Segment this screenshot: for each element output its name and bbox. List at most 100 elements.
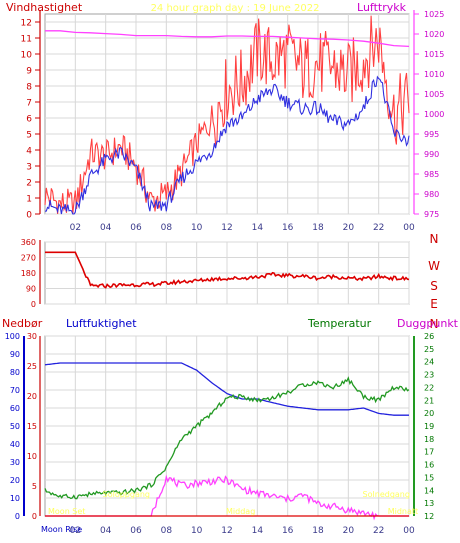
panel3-annotation-sunset: Solnedgang — [363, 490, 410, 499]
panel1-y-left-tick: 5 — [26, 131, 32, 141]
panel3-label-precip: Nedbør — [2, 317, 43, 330]
panel1-x-tick: 12 — [221, 223, 232, 233]
panel1-wind-gust-series — [44, 15, 410, 215]
panel1-y-right-tick: 980 — [424, 190, 439, 199]
panel3-x-tick: 12 — [221, 526, 232, 536]
panel3-y-left-tick: 40 — [10, 440, 20, 449]
panel1-x-tick: 08 — [161, 223, 173, 233]
panel1-y-right-tick: 1005 — [424, 90, 444, 99]
panel3-y-mid-tick: 10 — [27, 452, 37, 461]
panel3-y-left-tick: 90 — [10, 350, 20, 359]
panel1-y-right-tick: 1020 — [424, 30, 444, 39]
panel1-left-label: Vindhastighet — [6, 1, 83, 14]
panel1-x-tick: 02 — [70, 223, 81, 233]
panel3-x-tick: 10 — [191, 526, 203, 536]
panel3-label-temperature: Temperatur — [307, 317, 372, 330]
panel3-y-right-tick: 24 — [424, 358, 434, 367]
panel1-wind-average-series — [44, 75, 410, 215]
panel2-compass-label: N — [430, 317, 439, 331]
panel3-annotation-moonrise: Moon Rise — [41, 525, 82, 534]
panel2-compass-label: W — [428, 259, 440, 273]
panel2-y-tick: 90 — [26, 285, 36, 294]
panel1-x-tick: 06 — [130, 223, 142, 233]
panel3-y-left-tick: 60 — [10, 404, 20, 413]
panel3-annotation-noon: Middag — [226, 507, 255, 516]
panel3-annotation-moonset: Moon Set — [48, 507, 85, 516]
panel3-y-right-tick: 16 — [424, 461, 434, 470]
panel2-wind-direction-series — [45, 251, 410, 289]
panel1-y-left-tick: 8 — [26, 83, 32, 93]
panel3-y-left-tick: 20 — [10, 476, 20, 485]
panel1-x-tick: 16 — [282, 223, 294, 233]
panel1-x-tick: 14 — [252, 223, 264, 233]
panel3-x-tick: 18 — [312, 526, 324, 536]
panel3-x-tick: 22 — [373, 526, 384, 536]
panel3-x-tick: 04 — [100, 526, 112, 536]
panel1-x-tick: 00 — [403, 223, 415, 233]
panel3-y-right-tick: 22 — [424, 383, 434, 392]
panel3-y-mid-tick: 25 — [27, 362, 37, 371]
panel3-y-right-tick: 21 — [424, 396, 434, 405]
panel1-y-right-tick: 975 — [424, 210, 439, 219]
panel3-y-right-tick: 19 — [424, 422, 434, 431]
panel1-x-tick: 20 — [343, 223, 355, 233]
panel3-y-right-tick: 18 — [424, 435, 434, 444]
panel1-x-tick: 22 — [373, 223, 384, 233]
panel1-y-left-tick: 10 — [21, 51, 33, 61]
panel3-y-right-tick: 15 — [424, 473, 434, 482]
panel3-y-left-tick: 70 — [10, 386, 20, 395]
panel1-pressure-series — [45, 30, 410, 48]
panel3-label-humidity: Luftfuktighet — [66, 317, 137, 330]
panel3-y-right-tick: 23 — [424, 371, 434, 380]
panel3-x-tick: 02 — [70, 526, 81, 536]
panel1-x-tick: 10 — [191, 223, 203, 233]
panel3-series-humidity — [44, 362, 409, 416]
panel3-y-mid-tick: 5 — [32, 482, 37, 491]
panel3-x-tick: 06 — [130, 526, 142, 536]
panel1-y-left-tick: 1 — [26, 195, 32, 205]
panel3-y-left-tick: 50 — [10, 422, 20, 431]
panel3-y-left-tick: 80 — [10, 368, 20, 377]
panel1-y-right-tick: 995 — [424, 130, 439, 139]
panel1-y-right-tick: 1000 — [424, 110, 444, 119]
panel3-x-tick: 08 — [161, 526, 173, 536]
panel3-x-tick: 00 — [403, 526, 415, 536]
panel3-x-tick: 20 — [343, 526, 355, 536]
panel3-y-right-tick: 12 — [424, 512, 434, 521]
panel3-y-right-tick: 20 — [424, 409, 434, 418]
panel1-y-left-tick: 3 — [26, 163, 32, 173]
panel2-compass-label: E — [430, 297, 438, 311]
panel3-humidity-temperature: 0102030405060708090100051015202530121314… — [5, 332, 434, 536]
panel1-y-right-tick: 1025 — [424, 10, 444, 19]
panel1-y-right-tick: 990 — [424, 150, 439, 159]
panel1-y-right-tick: 1015 — [424, 50, 444, 59]
panel3-y-left-tick: 0 — [15, 512, 20, 521]
panel2-y-tick: 0 — [31, 300, 36, 309]
panel3-label-dewpoint: Duggpunkt — [397, 317, 459, 330]
panel1-right-label: Lufttrykk — [357, 1, 407, 14]
panel2-y-tick: 180 — [21, 269, 36, 278]
panel1-y-left-tick: 12 — [21, 19, 32, 29]
panel3-y-mid-tick: 15 — [27, 422, 37, 431]
panel2-y-tick: 360 — [21, 238, 36, 247]
panel3-y-right-tick: 25 — [424, 345, 434, 354]
panel1-title: 24 hour graph day : 19 June 2022 — [151, 3, 320, 14]
panel1-y-left-tick: 0 — [26, 211, 32, 221]
panel3-y-mid-tick: 20 — [27, 392, 37, 401]
panel1-x-tick: 18 — [312, 223, 324, 233]
panel3-y-left-tick: 10 — [10, 494, 20, 503]
panel1-wind-pressure: 0123456789101112975980985990995100010051… — [21, 10, 444, 233]
panel1-y-left-tick: 2 — [26, 179, 32, 189]
panel3-y-right-tick: 17 — [424, 448, 434, 457]
panel3-x-tick: 16 — [282, 526, 294, 536]
panel1-y-left-tick: 11 — [21, 35, 32, 45]
panel1-y-left-tick: 4 — [26, 147, 32, 157]
panel3-y-right-tick: 13 — [424, 499, 434, 508]
panel3-y-mid-tick: 30 — [27, 332, 37, 341]
panel1-y-left-tick: 6 — [26, 115, 32, 125]
panel3-annotation-midnight: Midnatt — [388, 507, 418, 516]
panel3-y-right-tick: 14 — [424, 486, 434, 495]
panel1-y-left-tick: 9 — [26, 67, 32, 77]
